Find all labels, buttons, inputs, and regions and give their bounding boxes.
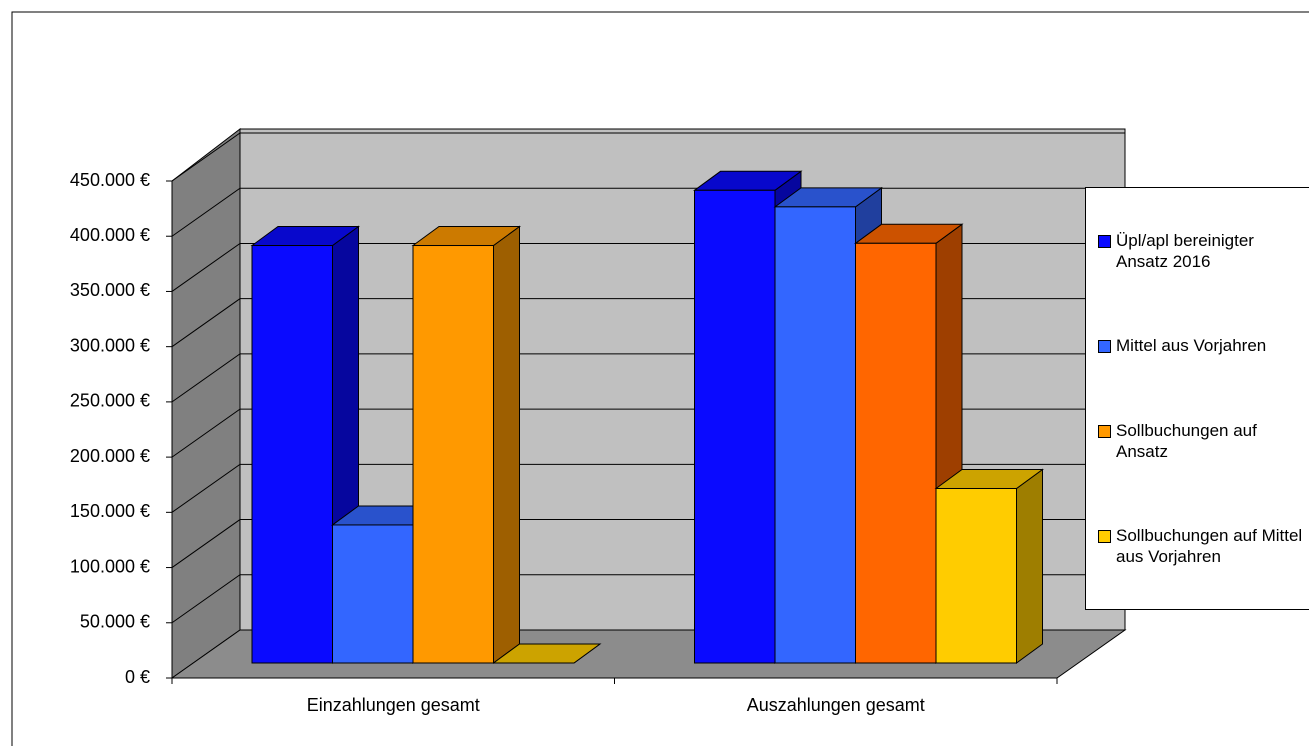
bar-front [774,206,856,664]
legend-label: Sollbuchungen auf Mittel aus Vorjahren [1116,526,1303,567]
y-tick-label: 400.000 € [70,225,150,245]
x-tick-label: Einzahlungen gesamt [307,695,480,715]
legend-label: Mittel aus Vorjahren [1116,336,1267,356]
y-tick-label: 50.000 € [80,612,150,632]
bar-front [855,242,937,664]
legend-swatch [1098,340,1111,354]
bar-front [694,189,776,664]
legend-label: Sollbuchungen auf Ansatz [1116,420,1257,461]
bar-front [935,487,1017,664]
x-tick-label: Auszahlungen gesamt [747,695,925,715]
y-tick-label: 300.000 € [70,335,150,355]
y-tick-label: 250.000 € [70,391,150,411]
legend-swatch [1098,424,1111,438]
bar-top [491,643,602,664]
bar [250,225,361,664]
bar [934,468,1045,664]
bar [411,225,522,664]
y-tick-label: 450.000 € [70,170,150,190]
y-tick-label: 200.000 € [70,446,150,466]
bar-side [493,225,520,664]
legend-item: Sollbuchungen auf Ansatz [1098,420,1309,462]
legend-label: Üpl/apl bereinigter Ansatz 2016 [1116,230,1254,271]
legend-item: Üpl/apl bereinigter Ansatz 2016 [1098,230,1309,272]
bar-front [332,524,414,664]
bar [491,643,602,664]
legend-item: Sollbuchungen auf Mittel aus Vorjahren [1098,525,1309,567]
bar-front [251,245,333,664]
bar-front [412,245,494,664]
y-tick-label: 150.000 € [70,501,150,521]
bars [250,170,1045,664]
y-tick-label: 100.000 € [70,556,150,576]
legend-swatch [1098,234,1111,248]
y-tick-label: 0 € [125,667,150,687]
y-tick-label: 350.000 € [70,280,150,300]
bar-side [1016,468,1043,664]
legend-swatch [1098,530,1111,544]
legend: Üpl/apl bereinigter Ansatz 2016 Mittel au… [1085,187,1309,610]
frame [11,11,1309,746]
legend-item: Mittel aus Vorjahren [1098,335,1309,356]
grid-line [171,132,1125,182]
side-wall [171,127,241,679]
